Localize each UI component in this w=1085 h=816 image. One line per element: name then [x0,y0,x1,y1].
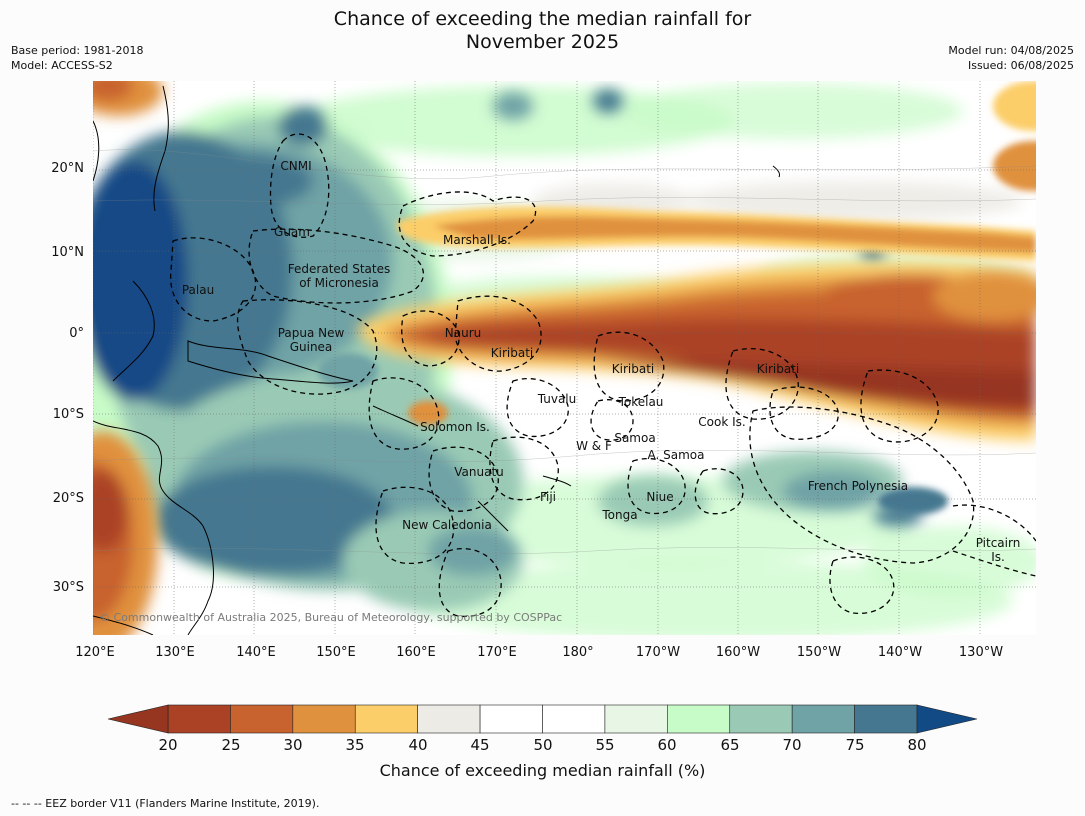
region-label-new-caledonia: New Caledonia [402,518,492,532]
map-title: Chance of exceeding the median rainfall … [333,8,752,53]
colorbar-swatch [230,704,294,734]
region-label-marshall: Marshall Is. [443,233,511,247]
colorbar-tick: 50 [533,736,553,754]
lat-label: 20°N [51,161,84,176]
copyright-text: © Commonwealth of Australia 2025, Bureau… [99,611,562,624]
lat-label: 10°N [51,245,84,260]
colorbar-over-arrow [916,704,978,734]
region-label-niue: Niue [646,490,674,504]
issued-text: Issued: 06/08/2025 [967,59,1074,72]
region-label-fiji: Fiji [539,490,557,504]
lon-label: 120°E [75,645,115,660]
lon-label: 160°W [715,645,761,660]
meta-left: Base period: 1981-2018 Model: ACCESS-S2 [11,43,143,73]
colorbar-swatch [417,704,481,734]
coastlines [93,85,780,635]
region-label-tonga: Tonga [602,508,638,522]
meta-right: Model run: 04/08/2025 Issued: 06/08/2025 [948,43,1074,73]
lat-label: 20°S [52,491,84,506]
region-label-american-samoa: A. Samoa [647,448,705,462]
colorbar-tick: 60 [657,736,677,754]
region-label-tuvalu: Tuvalu [537,392,577,406]
colorbar-swatch [542,704,606,734]
lon-label: 130°E [155,645,195,660]
colorbar-tick: 45 [470,736,490,754]
lon-label: 140°E [236,645,276,660]
colorbar-tick: 80 [907,736,927,754]
colorbar-under-arrow [107,704,169,734]
eez-borders [169,133,1036,618]
lon-label: 160°E [396,645,436,660]
field-dry-north-band [397,81,1036,425]
lon-label: 180° [562,645,594,660]
lat-label: 30°S [52,580,84,595]
region-label-nauru: Nauru [444,326,482,340]
colorbar-swatch [604,704,668,734]
colorbar-label: Chance of exceeding median rainfall (%) [379,761,706,780]
colorbar-swatch [292,704,356,734]
region-label-pitcairn: Pitcairn Is. [975,536,1021,564]
colorbar-tick: 70 [782,736,802,754]
lon-label: 170°W [635,645,681,660]
region-label-kiribati-east: Kiribati [756,362,800,376]
colorbar-swatch [854,704,918,734]
region-label-palau: Palau [181,283,215,297]
region-label-kiribati-west: Kiribati [490,346,534,360]
region-label-wallis-futuna: W & F [576,439,612,453]
colorbar-swatch [354,704,418,734]
lon-label: 150°W [796,645,842,660]
region-label-fsm: Federated States of Micronesia [287,262,391,290]
lat-label: 10°S [52,407,84,422]
lon-label: 140°W [877,645,923,660]
region-label-vanuatu: Vanuatu [454,465,504,479]
region-label-solomon: Solomon Is. [420,420,490,434]
colorbar-tick: 40 [408,736,428,754]
region-label-kiribati-central: Kiribati [611,362,655,376]
graticule [93,81,1036,635]
rainfall-map: © Commonwealth of Australia 2025, Bureau… [93,81,1036,635]
colorbar-swatches [107,704,978,734]
footer-note: -- -- -- EEZ border V11 (Flanders Marine… [11,797,320,810]
colorbar-tick: 25 [221,736,241,754]
field-dry-equatorial [358,261,1036,441]
colorbar-tick: 20 [158,736,178,754]
colorbar-tick: 75 [845,736,865,754]
base-period-text: Base period: 1981-2018 [11,44,144,57]
region-label-samoa: Samoa [614,431,656,445]
model-run-text: Model run: 04/08/2025 [948,44,1074,57]
region-label-tokelau: Tokelau [618,395,664,409]
colorbar-swatch [667,704,731,734]
lon-label: 170°E [477,645,517,660]
colorbar-swatch [791,704,855,734]
colorbar-tick: 55 [595,736,615,754]
map-panel: © Commonwealth of Australia 2025, Bureau… [93,81,1036,635]
contour-lines [93,149,1036,555]
lon-label: 130°W [958,645,1004,660]
colorbar-tick: 35 [345,736,365,754]
colorbar-swatch [479,704,543,734]
colorbar-tick: 65 [720,736,740,754]
region-label-cnmi: CNMI [280,159,312,173]
lat-label: 0° [69,326,84,341]
region-label-cook: Cook Is. [698,415,746,429]
region-label-png: Papua New Guinea [277,326,345,354]
model-text: Model: ACCESS-S2 [11,59,113,72]
colorbar-tick: 30 [283,736,303,754]
region-label-french-polynesia: French Polynesia [807,479,909,493]
colorbar-swatch [729,704,793,734]
lon-label: 150°E [316,645,356,660]
field-dry-australia [93,81,163,635]
colorbar-swatch [167,704,231,734]
region-label-guam: Guam [274,225,310,239]
